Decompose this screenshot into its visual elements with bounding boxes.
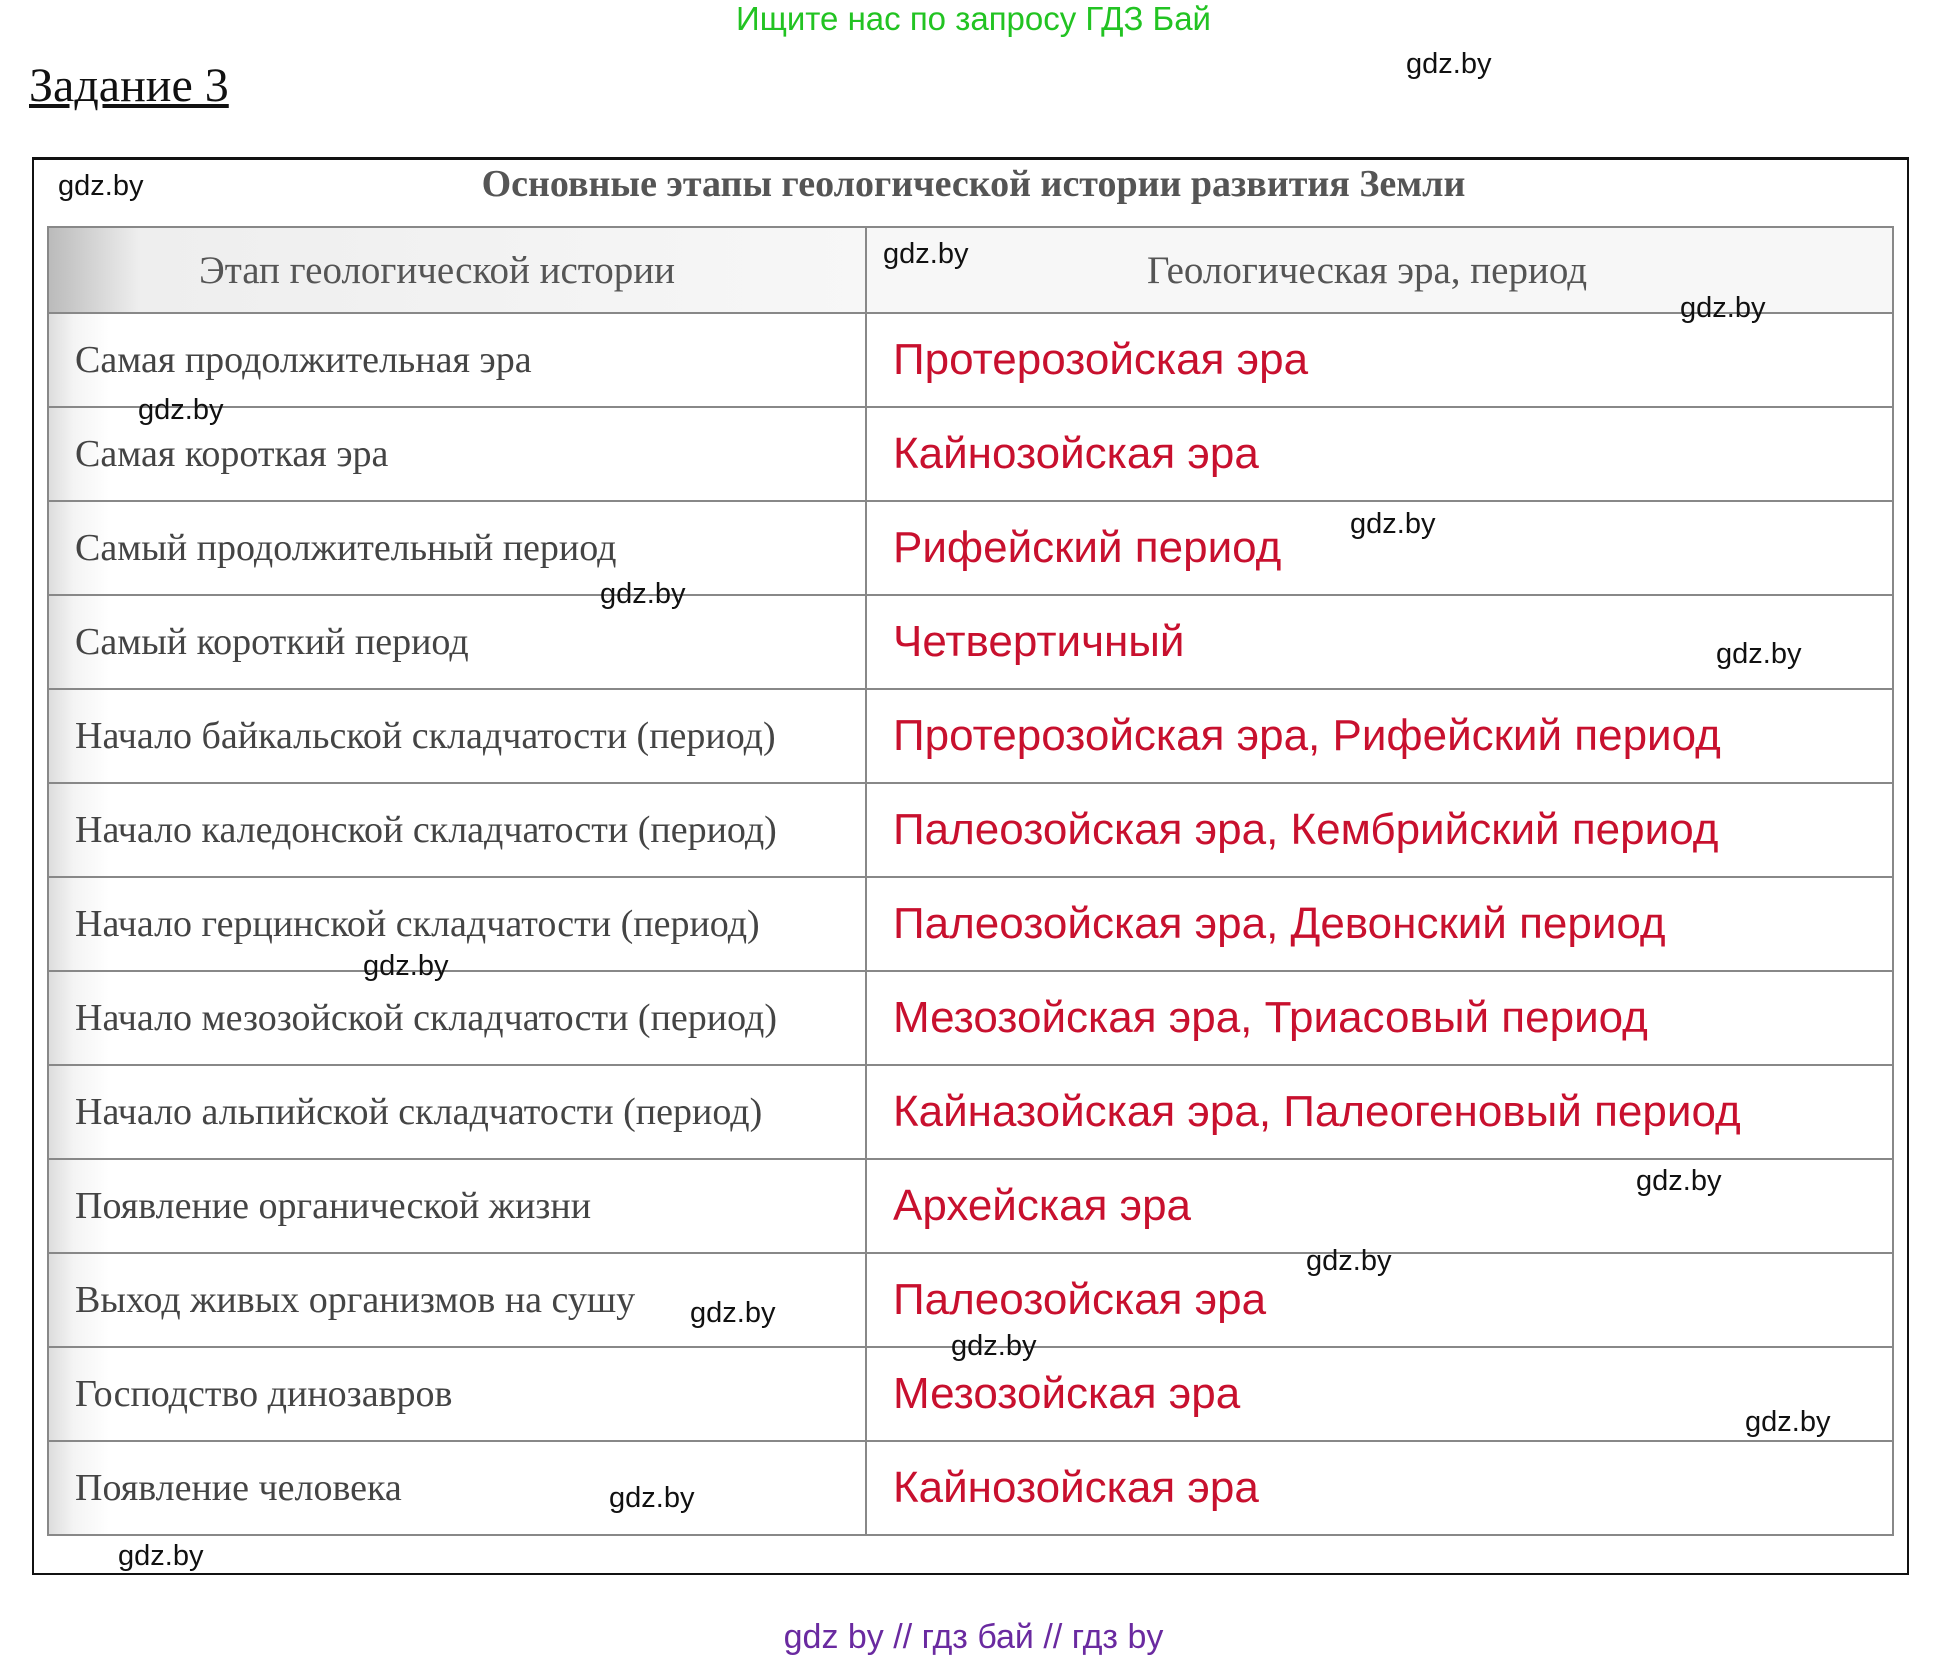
watermark: gdz.by (1306, 1245, 1392, 1277)
table-row: Появление человека Кайнозойская эра (47, 1440, 1894, 1536)
column-header-stage: Этап геологической истории (47, 226, 867, 314)
table-row: Начало мезозойской складчатости (период)… (47, 970, 1894, 1066)
watermark: gdz.by (138, 394, 224, 426)
watermark: gdz.by (690, 1297, 776, 1329)
stage-cell: Выход живых организмов на сушу (47, 1252, 867, 1348)
answer-cell: Протерозойская эра (865, 312, 1894, 408)
answer-cell: Палеозойская эра, Кембрийский период (865, 782, 1894, 878)
watermark: gdz.by (1680, 292, 1766, 324)
answer-cell: Палеозойская эра, Девонский период (865, 876, 1894, 972)
answer-cell: Мезозойская эра (865, 1346, 1894, 1442)
answer-cell: Палеозойская эра (865, 1252, 1894, 1348)
stage-cell: Начало мезозойской складчатости (период) (47, 970, 867, 1066)
watermark: gdz.by (600, 578, 686, 610)
table-row: Самая продолжительная эра Протерозойская … (47, 312, 1894, 408)
stage-cell: Самая продолжительная эра (47, 312, 867, 408)
search-ad-text: Ищите нас по запросу ГДЗ Бай (736, 0, 1211, 37)
footer-text: gdz by // гдз бай // гдз by (783, 1618, 1164, 1656)
watermark: gdz.by (1406, 48, 1492, 80)
watermark: gdz.by (951, 1330, 1037, 1362)
answer-cell: Протерозойская эра, Рифейский период (865, 688, 1894, 784)
table-row: Выход живых организмов на сушу Палеозойск… (47, 1252, 1894, 1348)
table-row: Самая короткая эра Кайнозойская эра (47, 406, 1894, 502)
watermark: gdz.by (1350, 508, 1436, 540)
answer-cell: Архейская эра (865, 1158, 1894, 1254)
watermark: gdz.by (609, 1482, 695, 1514)
stage-cell: Начало герцинской складчатости (период) (47, 876, 867, 972)
watermark: gdz.by (1716, 638, 1802, 670)
stage-cell: Появление органической жизни (47, 1158, 867, 1254)
stage-cell: Самая короткая эра (47, 406, 867, 502)
table-row: Начало байкальской складчатости (период)… (47, 688, 1894, 784)
column-header-era: Геологическая эра, период (865, 226, 1894, 314)
stage-cell: Самый продолжительный период (47, 500, 867, 596)
table-row: Начало каледонской складчатости (период)… (47, 782, 1894, 878)
table-row: Господство динозавров Мезозойская эра (47, 1346, 1894, 1442)
watermark: gdz.by (1636, 1165, 1722, 1197)
watermark: gdz.by (363, 950, 449, 982)
stage-cell: Самый короткий период (47, 594, 867, 690)
table-row: Появление органической жизни Архейская эр… (47, 1158, 1894, 1254)
stage-cell: Начало альпийской складчатости (период) (47, 1064, 867, 1160)
answer-cell: Четвертичный (865, 594, 1894, 690)
table-row: Самый продолжительный период Рифейский пе… (47, 500, 1894, 596)
task-title: Задание 3 (29, 59, 229, 112)
table-title: Основные этапы геологической истории раз… (481, 163, 1466, 205)
stage-cell: Начало каледонской складчатости (период) (47, 782, 867, 878)
stage-cell: Начало байкальской складчатости (период) (47, 688, 867, 784)
answer-cell: Кайназойская эра, Палеогеновый период (865, 1064, 1894, 1160)
table-frame (32, 157, 1909, 1575)
watermark: gdz.by (883, 238, 969, 270)
answer-cell: Рифейский период (865, 500, 1894, 596)
answer-cell: Мезозойская эра, Триасовый период (865, 970, 1894, 1066)
table-row: Начало герцинской складчатости (период) П… (47, 876, 1894, 972)
watermark: gdz.by (58, 170, 144, 202)
watermark: gdz.by (1745, 1406, 1831, 1438)
table-header-row: Этап геологической истории Геологическая… (47, 226, 1894, 314)
stage-cell: Появление человека (47, 1440, 867, 1536)
watermark: gdz.by (118, 1540, 204, 1572)
stage-cell: Господство динозавров (47, 1346, 867, 1442)
geology-table: Этап геологической истории Геологическая… (47, 226, 1894, 1536)
table-row: Самый короткий период Четвертичный (47, 594, 1894, 690)
answer-cell: Кайнозойская эра (865, 406, 1894, 502)
answer-cell: Кайнозойская эра (865, 1440, 1894, 1536)
table-row: Начало альпийской складчатости (период) К… (47, 1064, 1894, 1160)
